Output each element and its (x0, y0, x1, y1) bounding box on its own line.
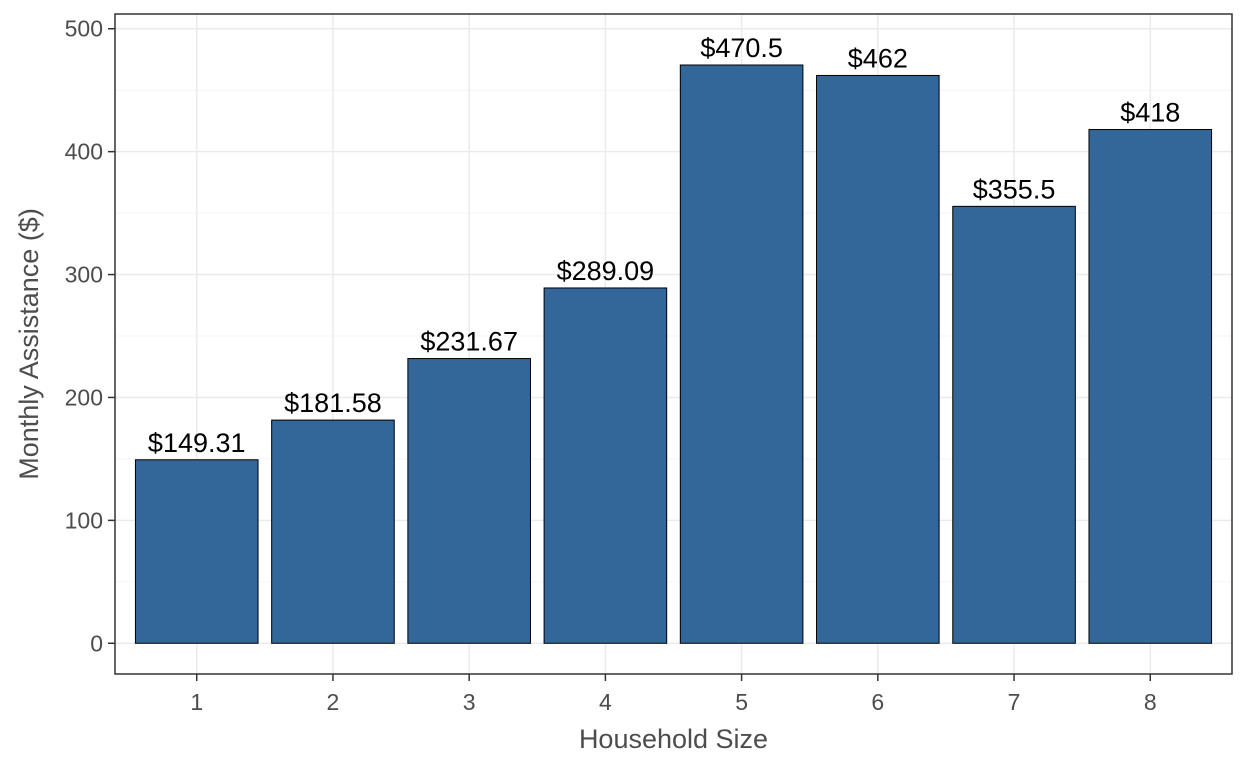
data-label-4: $289.09 (557, 256, 655, 286)
bar-5 (679, 64, 804, 644)
bars-layer (134, 64, 1213, 644)
bar-4 (543, 287, 668, 644)
x-tick-label: 2 (327, 689, 340, 715)
x-tick-label: 5 (735, 689, 748, 715)
y-tick-label: 100 (65, 507, 103, 533)
y-tick-label: 0 (90, 630, 103, 656)
x-tick-label: 8 (1144, 689, 1157, 715)
x-tick-label: 1 (190, 689, 203, 715)
x-tick-label: 4 (599, 689, 612, 715)
bar-8 (1088, 129, 1213, 644)
data-label-6: $462 (848, 43, 908, 73)
y-tick-label: 200 (65, 384, 103, 410)
bar-3 (407, 358, 531, 644)
x-tick-label: 7 (1008, 689, 1021, 715)
y-tick-label: 300 (65, 262, 103, 288)
axes-layer: 0 100 200 300 400 500 1 2 3 4 5 6 7 8 (65, 16, 1157, 715)
x-tick-label: 3 (463, 689, 476, 715)
y-axis-title: Monthly Assistance ($) (14, 208, 44, 480)
y-tick-label: 400 (65, 139, 103, 165)
bar-6 (816, 74, 940, 644)
data-label-7: $355.5 (973, 174, 1056, 204)
bar-2 (271, 419, 395, 644)
panel-border (114, 13, 1233, 675)
data-label-3: $231.67 (420, 327, 518, 357)
x-tick-label: 6 (871, 689, 884, 715)
x-axis-title: Household Size (579, 724, 768, 754)
y-tick-label: 500 (65, 16, 103, 42)
data-label-2: $181.58 (284, 388, 382, 418)
bar-1 (134, 459, 259, 644)
data-label-5: $470.5 (700, 33, 783, 63)
bar-7 (952, 205, 1076, 644)
data-label-1: $149.31 (148, 428, 246, 458)
data-label-8: $418 (1120, 98, 1180, 128)
data-labels-layer: $149.31 $181.58 $231.67 $289.09 $470.5 $462 $3… (148, 33, 1180, 458)
